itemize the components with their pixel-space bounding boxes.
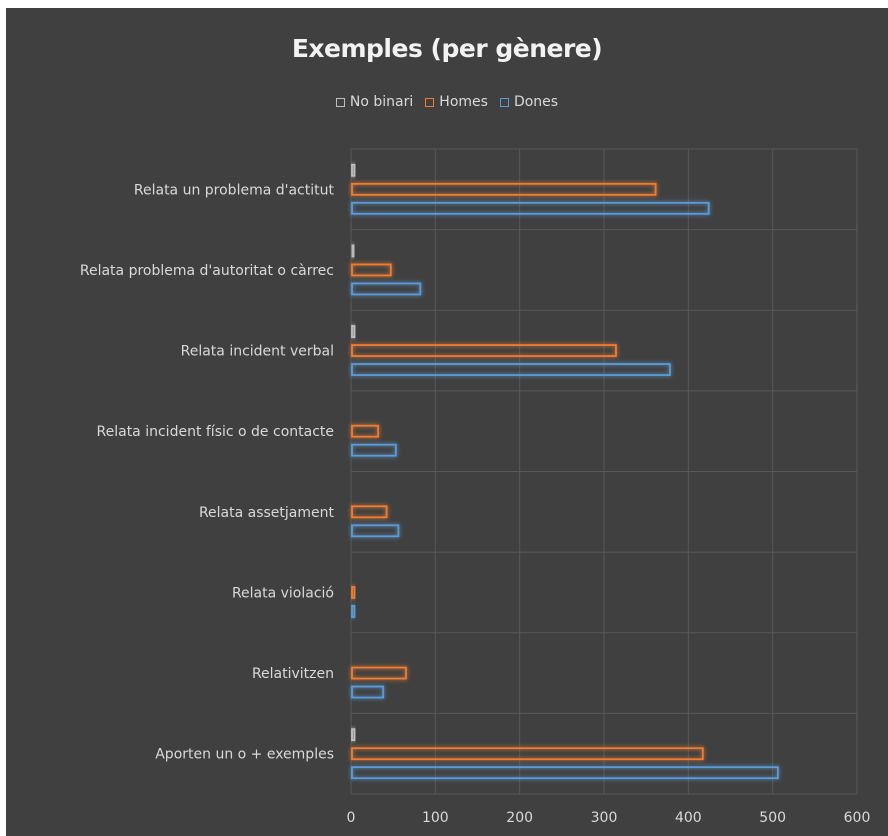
legend-item-dones: Dones — [499, 94, 559, 110]
category-label: Relata assetjament — [199, 505, 335, 521]
bar-no-binari-relata-incident-verbal — [351, 325, 356, 338]
legend-item-homes: Homes — [425, 94, 488, 110]
x-tick-label: 600 — [844, 810, 871, 826]
category-label: Relativitzen — [252, 666, 334, 682]
legend-item-no-binari: No binari — [335, 94, 414, 110]
x-tick-label: 0 — [347, 810, 356, 826]
category-label: Relata un problema d'actitut — [134, 182, 335, 198]
legend-swatch — [425, 97, 435, 107]
legend: No binari Homes Dones — [6, 94, 888, 110]
bar-homes-relata-incident-fisic-o-de-contacte — [351, 424, 380, 438]
legend-swatch — [335, 97, 345, 107]
category-label: Relata problema d'autoritat o càrrec — [80, 263, 334, 279]
bar-homes-relata-problema-d-autoritat-o-carrec — [351, 263, 392, 277]
bar-homes-relata-assetjament — [351, 505, 388, 519]
bar-dones-relata-incident-verbal — [351, 363, 671, 376]
plot-area: 0 100 200 300 400 500 600 Relata un problema d'… — [80, 148, 871, 826]
category-label: Relata violació — [232, 585, 334, 601]
x-tick-label: 300 — [591, 810, 618, 826]
x-tick-label: 500 — [759, 810, 786, 826]
bar-homes-relata-incident-verbal — [351, 344, 617, 357]
category-label: Relata incident físic o de contacte — [97, 424, 334, 440]
bar-dones-relata-un-problema-d-actitut — [351, 201, 710, 215]
bar-no-binari-aporten-un-o-exemples — [351, 728, 356, 742]
x-tick-label: 200 — [506, 810, 533, 826]
x-tick-label: 400 — [675, 810, 702, 826]
legend-label: No binari — [349, 94, 414, 110]
bar-dones-aporten-un-o-exemples — [351, 766, 779, 780]
bar-dones-relata-problema-d-autoritat-o-carrec — [351, 282, 422, 296]
category-label: Aporten un o + exemples — [155, 747, 334, 763]
chart-area: Exemples (per gènere) No binari Homes Done… — [6, 8, 888, 836]
legend-label: Dones — [513, 94, 559, 110]
bar-dones-relativitzen — [351, 685, 385, 699]
bar-dones-relata-assetjament — [351, 524, 400, 538]
bar-homes-relata-un-problema-d-actitut — [351, 182, 657, 196]
legend-swatch — [499, 97, 509, 107]
bar-homes-relata-violacio — [351, 586, 356, 599]
bar-homes-aporten-un-o-exemples — [351, 747, 704, 761]
bar-dones-relata-violacio — [351, 605, 356, 618]
bar-dones-relata-incident-fisic-o-de-contacte — [351, 443, 397, 457]
chart-title: Exemples (per gènere) — [291, 34, 603, 63]
bar-no-binari-relata-problema-d-autoritat-o-carrec — [351, 244, 355, 258]
bar-homes-relativitzen — [351, 666, 407, 680]
bar-no-binari-relata-un-problema-d-actitut — [351, 163, 356, 177]
category-label: Relata incident verbal — [181, 344, 334, 360]
x-tick-label: 100 — [422, 810, 449, 826]
legend-label: Homes — [439, 94, 488, 110]
